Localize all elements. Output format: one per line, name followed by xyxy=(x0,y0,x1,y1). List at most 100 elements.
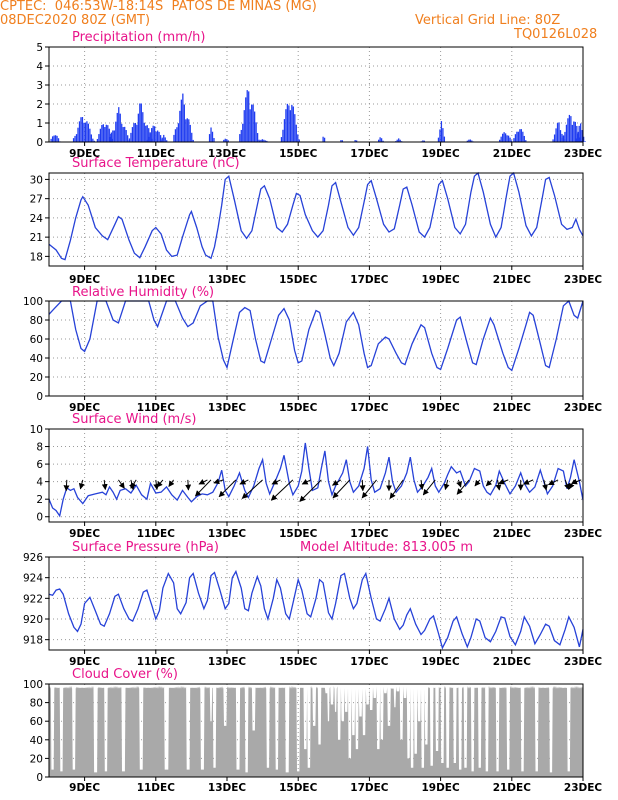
precip-bar xyxy=(211,131,214,142)
humidity-line xyxy=(48,299,584,372)
precip-bar xyxy=(56,135,58,142)
precip-bar xyxy=(564,131,566,142)
precip-bar xyxy=(146,139,148,142)
precip-bar xyxy=(156,130,159,142)
precip-bar xyxy=(379,137,381,142)
precip-bar xyxy=(249,109,251,142)
x-tick-label: 23DEC xyxy=(564,148,603,160)
x-tick-label: 19DEC xyxy=(421,528,460,540)
precip-bar xyxy=(176,127,178,142)
precip-bar xyxy=(104,127,106,142)
precip-bar xyxy=(443,136,446,142)
precip-bar xyxy=(468,139,470,142)
precip-bar xyxy=(127,135,129,142)
precip-bar xyxy=(570,116,572,142)
precip-bar xyxy=(113,130,115,142)
wind-arrow xyxy=(359,479,366,492)
precip-bar xyxy=(322,136,324,142)
precip-bar xyxy=(90,134,92,142)
precip-bar xyxy=(291,104,293,142)
wind-arrow xyxy=(495,479,502,491)
precip-bar xyxy=(158,131,160,142)
precip-bar xyxy=(380,138,383,142)
wind-arrow xyxy=(168,479,175,487)
precip-bar xyxy=(128,138,131,142)
precip-bar xyxy=(577,133,579,142)
precip-bar xyxy=(248,91,250,142)
precip-bar xyxy=(246,90,248,142)
pressure-title: Surface Pressure (hPa) xyxy=(72,540,219,555)
y-tick-label: 24 xyxy=(30,213,44,225)
precip-bar xyxy=(575,138,577,142)
precip-bar xyxy=(399,139,401,142)
precip-bar xyxy=(116,112,118,142)
precip-bar xyxy=(471,140,473,142)
precip-bar xyxy=(180,99,183,142)
cloud-title: Cloud Cover (%) xyxy=(72,667,178,682)
y-tick-label: 0 xyxy=(36,137,43,149)
x-tick-label: 9DEC xyxy=(69,148,100,160)
x-tick-label: 21DEC xyxy=(493,402,532,414)
precip-title: Precipitation (mm/h) xyxy=(72,30,205,45)
precip-bar xyxy=(86,121,88,142)
precip-bar xyxy=(131,127,134,142)
precip-bar xyxy=(50,138,52,142)
y-tick-label: 30 xyxy=(30,174,43,186)
x-tick-label: 11DEC xyxy=(137,402,176,414)
precip-bar xyxy=(155,131,157,142)
wind-panel: Surface Wind (m/s) 9DEC 11DEC 13DEC 15DEC 17D… xyxy=(30,412,603,540)
x-tick-label: 13DEC xyxy=(208,148,247,160)
precip-bar xyxy=(223,139,225,142)
y-tick-label: 0 xyxy=(36,391,43,403)
precip-bar xyxy=(74,135,76,142)
precip-bar xyxy=(252,104,254,142)
precip-bar xyxy=(442,128,444,142)
pressure-line xyxy=(48,569,584,650)
x-tick-label: 9DEC xyxy=(69,528,100,540)
precip-bar xyxy=(239,134,241,142)
precip-bar xyxy=(107,125,109,142)
precip-bar xyxy=(502,133,504,142)
precip-bar xyxy=(565,124,568,142)
wind-arrow xyxy=(485,479,493,487)
temp-panel: Surface Temperature (nC) 9DEC 11DEC 13DEC 15… xyxy=(30,156,603,286)
cloud-frame xyxy=(48,683,584,778)
x-tick-label: 15DEC xyxy=(279,656,318,668)
precip-bar xyxy=(398,138,400,142)
wind-arrow xyxy=(185,479,192,491)
precip-bar xyxy=(382,140,384,142)
wind-arrow xyxy=(299,479,322,502)
y-tick-label: 0 xyxy=(36,772,43,784)
wind-arrow xyxy=(198,478,208,485)
x-tick-label: 19DEC xyxy=(421,148,460,160)
precip-bar xyxy=(102,124,104,142)
y-tick-label: 6 xyxy=(36,459,43,471)
precip-bar xyxy=(573,121,575,142)
wind-arrow xyxy=(301,478,311,485)
y-tick-label: 2 xyxy=(36,494,43,506)
precip-bar xyxy=(516,131,518,142)
precip-bar xyxy=(226,139,228,142)
cloud-panel: Cloud Cover (%) 9DEC 11DEC 13DEC 15DEC 17DEC 1… xyxy=(23,667,602,794)
precip-bar xyxy=(92,138,94,142)
precip-bar xyxy=(133,123,135,142)
precip-bar xyxy=(522,131,524,142)
precip-bar xyxy=(555,128,557,142)
precip-bar xyxy=(164,137,166,142)
y-tick-label: 60 xyxy=(30,334,43,346)
precip-bar xyxy=(282,129,284,142)
wind-arrow xyxy=(156,479,164,488)
x-tick-label: 9DEC xyxy=(69,274,100,286)
precip-bar xyxy=(166,140,168,142)
precip-bar xyxy=(340,140,342,142)
wind-arrow xyxy=(78,479,85,490)
x-tick-label: 13DEC xyxy=(208,528,247,540)
precip-bar xyxy=(283,119,286,142)
x-tick-label: 19DEC xyxy=(421,402,460,414)
precip-bar xyxy=(130,132,132,142)
precip-panel: Precipitation (mm/h) 9DEC 11DEC 13DEC 15DEC 1… xyxy=(36,30,602,160)
precip-bar xyxy=(118,107,120,142)
wind-title: Surface Wind (m/s) xyxy=(72,412,196,427)
